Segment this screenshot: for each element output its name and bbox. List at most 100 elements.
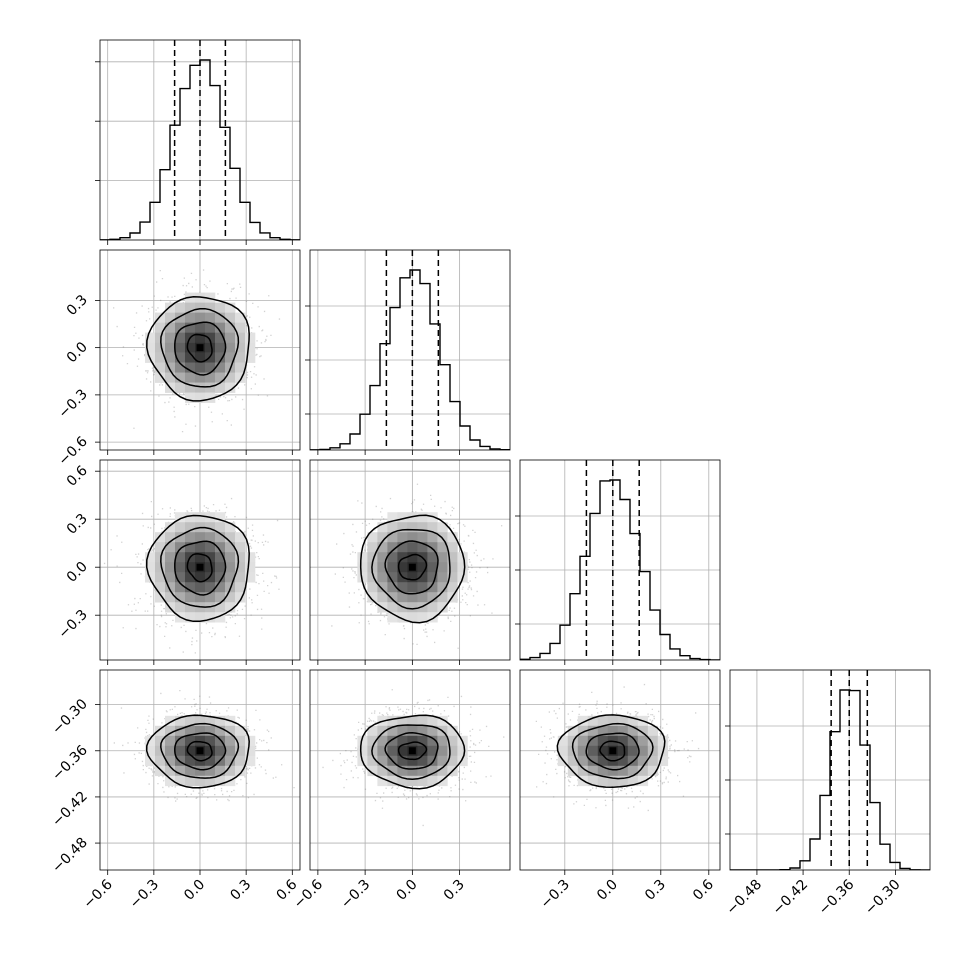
density-cell	[427, 612, 438, 623]
density-cell	[437, 562, 448, 573]
density-cell	[205, 745, 216, 757]
density-cell	[195, 512, 206, 523]
density-cell	[185, 612, 196, 623]
contour-3	[359, 714, 466, 790]
density-cell	[617, 765, 629, 777]
density-cell	[387, 552, 398, 563]
density-cell	[175, 362, 186, 373]
density-cell	[407, 715, 418, 727]
density-cell	[235, 755, 246, 767]
density-cell	[215, 382, 226, 393]
density-cell	[427, 512, 438, 523]
density-cell	[437, 715, 448, 727]
density-cell	[397, 775, 408, 787]
density-cell	[155, 745, 166, 757]
density-cell	[215, 612, 226, 623]
density-cell	[617, 745, 629, 757]
density-cell	[437, 582, 448, 593]
density-cell	[235, 322, 246, 333]
density-cell	[165, 562, 176, 573]
x-tick-label: −0.48	[724, 877, 766, 919]
density-cell	[185, 582, 196, 593]
density-cell	[185, 735, 196, 747]
density-cell	[175, 512, 186, 523]
density-cell	[185, 562, 196, 573]
density-cell	[185, 392, 196, 403]
density-cell	[577, 755, 589, 767]
density-cell	[597, 755, 609, 767]
density-cell	[397, 755, 408, 767]
density-cell	[205, 755, 216, 767]
density-3-1	[322, 689, 505, 827]
density-cell	[437, 572, 448, 583]
contour-1	[384, 540, 439, 595]
density-cell	[205, 392, 216, 403]
density-cell	[175, 552, 186, 563]
density-cell	[357, 572, 368, 583]
density-cell	[205, 322, 216, 333]
density-cell	[377, 765, 388, 777]
density-cell	[587, 765, 599, 777]
density-cell	[215, 372, 226, 383]
density-cell	[397, 745, 408, 757]
density-cell	[427, 552, 438, 563]
density-cell	[195, 735, 206, 747]
density-cell	[155, 532, 166, 543]
density-cell	[175, 332, 186, 343]
density-cell	[235, 352, 246, 363]
panel-frame	[309, 459, 511, 661]
density-cell	[417, 572, 428, 583]
density-cell	[195, 552, 206, 563]
density-cell	[387, 562, 398, 573]
density-cell	[447, 725, 458, 737]
density-cell	[155, 572, 166, 583]
contour-2	[371, 528, 451, 610]
density-peak	[196, 344, 204, 352]
density-cell	[205, 612, 216, 623]
panel-frame	[309, 669, 511, 871]
density-cell	[387, 512, 398, 523]
panel-1-1	[305, 249, 511, 455]
panel-3-2	[519, 669, 721, 875]
histogram-1	[310, 269, 510, 450]
density-cell	[215, 342, 226, 353]
density-cell	[175, 352, 186, 363]
density-cell	[175, 745, 186, 757]
density-cell	[205, 582, 216, 593]
density-cell	[215, 522, 226, 533]
density-cell	[145, 745, 156, 757]
density-cell	[195, 382, 206, 393]
density-cell	[417, 532, 428, 543]
density-cell	[627, 775, 639, 787]
contour-0	[186, 553, 213, 583]
panel-frame	[99, 669, 301, 871]
density-cell	[225, 755, 236, 767]
density-cell	[597, 775, 609, 787]
density-cell	[155, 755, 166, 767]
contour-0	[397, 553, 428, 581]
density-cell	[457, 745, 468, 757]
density-cell	[155, 582, 166, 593]
density-cell	[245, 735, 256, 747]
density-cell	[607, 725, 619, 737]
density-cell	[205, 765, 216, 777]
density-cell	[407, 592, 418, 603]
panel-3-0	[95, 669, 301, 875]
density-cell	[175, 602, 186, 613]
density-cell	[185, 765, 196, 777]
density-cell	[235, 562, 246, 573]
density-cell	[617, 725, 629, 737]
density-cell	[165, 765, 176, 777]
contour-0	[186, 333, 213, 363]
density-cell	[225, 602, 236, 613]
density-1-0	[113, 269, 281, 433]
density-cell	[235, 725, 246, 737]
density-cell	[617, 735, 629, 747]
density-cell	[567, 725, 579, 737]
density-cell	[235, 342, 246, 353]
density-cell	[175, 562, 186, 573]
density-cell	[367, 542, 378, 553]
density-cell	[427, 735, 438, 747]
density-cell	[195, 775, 206, 787]
